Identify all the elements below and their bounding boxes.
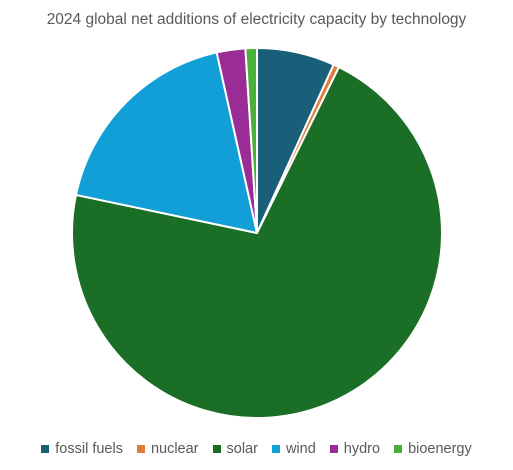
pie-slice-wind — [74, 51, 258, 234]
legend-swatch — [136, 445, 145, 453]
legend-item-fossil-fuels: fossil fuels — [41, 441, 123, 457]
chart-title: 2024 global net additions of electricity… — [46, 11, 467, 28]
legend-label: bioenergy — [408, 441, 472, 457]
legend-label: hydro — [343, 441, 381, 457]
legend-label: nuclear — [150, 441, 199, 457]
pie-slice-solar — [71, 66, 443, 419]
legend-label: solar — [226, 441, 258, 457]
legend-swatch — [329, 445, 338, 453]
legend-item-solar: solar — [212, 441, 258, 457]
pie-slice-bioenergy — [244, 47, 258, 234]
legend-swatch — [41, 445, 50, 453]
legend-item-hydro: hydro — [329, 441, 381, 457]
legend: fossil fuels nuclear solar wind hydro bioener… — [0, 441, 513, 457]
legend-item-nuclear: nuclear — [136, 441, 199, 457]
legend-swatch — [394, 445, 403, 453]
legend-item-wind: wind — [271, 441, 316, 457]
legend-swatch — [271, 445, 280, 453]
legend-swatch — [212, 445, 221, 453]
legend-item-bioenergy: bioenergy — [394, 441, 472, 457]
legend-label: wind — [285, 441, 316, 457]
legend-label: fossil fuels — [55, 441, 123, 457]
